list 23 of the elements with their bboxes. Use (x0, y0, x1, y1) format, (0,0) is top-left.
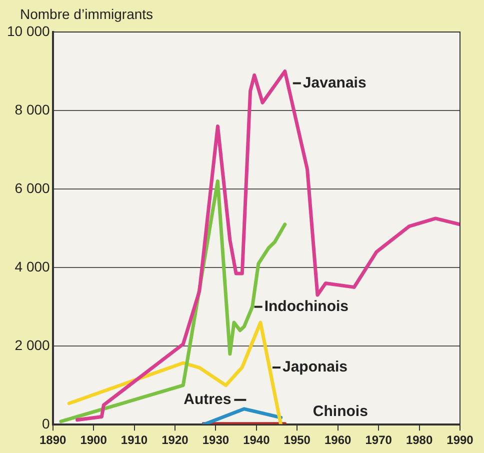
series-label: Indochinois (264, 298, 349, 315)
x-tick-label: 1920 (162, 433, 189, 448)
y-axis-title: Nombre d’immigrants (20, 6, 154, 22)
x-tick-label: 1910 (120, 433, 148, 448)
y-tick-label: 0 (42, 415, 50, 432)
x-tick-label: 1950 (284, 433, 311, 448)
series-label: Japonais (282, 358, 348, 376)
x-tick-label: 1980 (406, 433, 433, 448)
x-tick-label: 1940 (243, 433, 270, 448)
x-tick-label: 1890 (39, 433, 66, 448)
y-tick-label: 4 000 (14, 258, 50, 274)
series-label: Javanais (302, 74, 366, 92)
x-tick-label: 1970 (365, 433, 392, 448)
x-tick-label: 1960 (324, 433, 352, 448)
series-label: Autres (184, 391, 232, 408)
y-tick-label: 10 000 (6, 22, 50, 39)
y-tick-label: 2 000 (14, 336, 50, 353)
x-tick-label: 1990 (446, 433, 474, 448)
y-tick-label: 8 000 (14, 101, 50, 118)
y-tick-label: 6 000 (14, 180, 50, 196)
x-tick-label: 1900 (80, 433, 108, 448)
series-label: Chinois (312, 402, 368, 420)
x-tick-label: 1930 (202, 433, 230, 448)
